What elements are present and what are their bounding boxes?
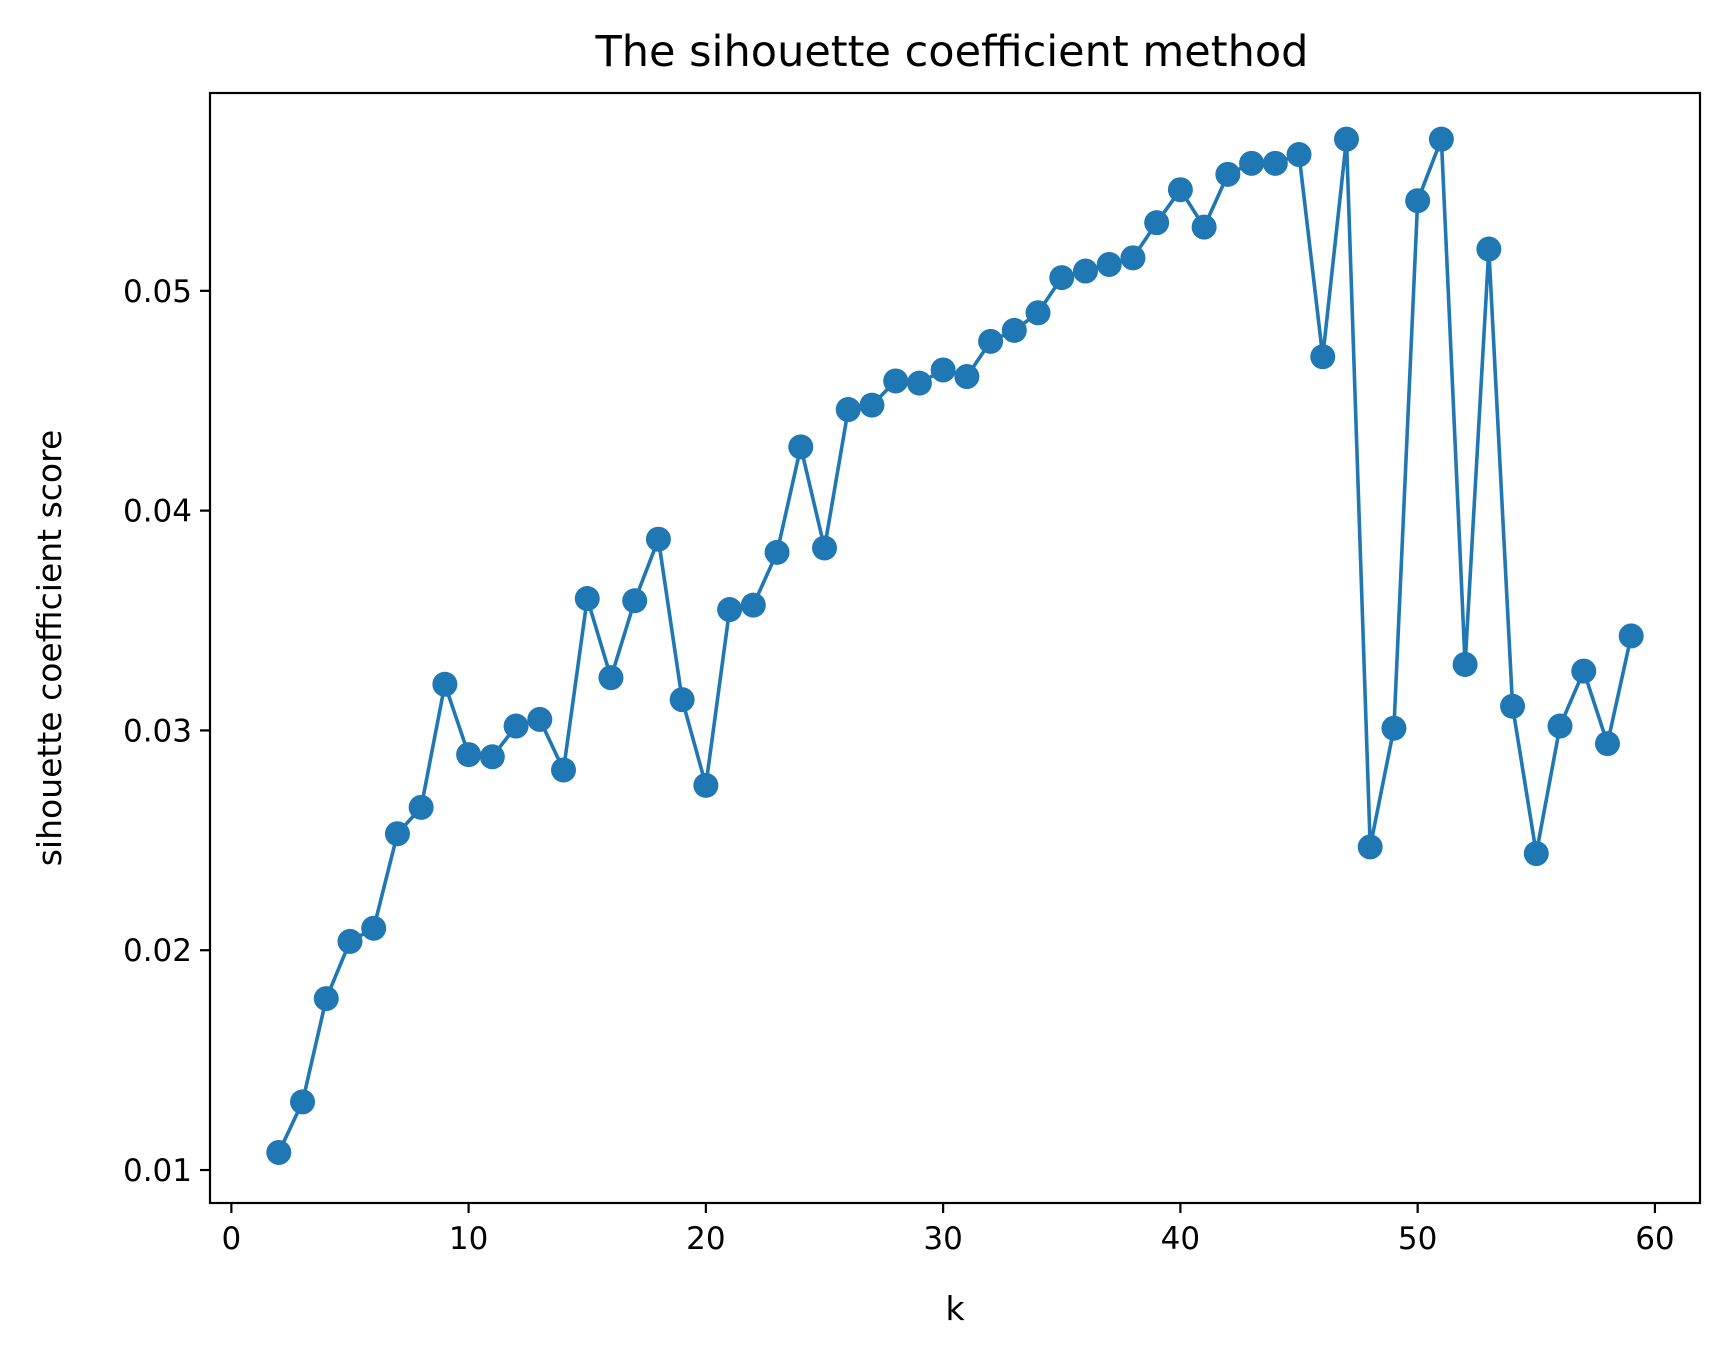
data-point bbox=[1594, 731, 1620, 757]
data-point bbox=[313, 986, 339, 1012]
data-point bbox=[1310, 344, 1336, 370]
x-axis-label: k bbox=[945, 1289, 965, 1328]
data-point bbox=[1428, 126, 1454, 152]
data-point bbox=[1096, 251, 1122, 277]
data-point bbox=[693, 772, 719, 798]
y-tick-label: 0.04 bbox=[123, 494, 192, 530]
data-point bbox=[906, 370, 932, 396]
y-tick-label: 0.01 bbox=[123, 1153, 192, 1189]
data-point bbox=[527, 706, 553, 732]
data-point bbox=[1025, 300, 1051, 326]
data-point bbox=[1452, 651, 1478, 677]
data-point bbox=[717, 597, 743, 623]
data-point bbox=[1049, 265, 1075, 291]
y-tick-label: 0.02 bbox=[123, 933, 192, 969]
data-point bbox=[1357, 834, 1383, 860]
data-point bbox=[1476, 236, 1502, 262]
data-point bbox=[812, 535, 838, 561]
data-point bbox=[1167, 177, 1193, 203]
data-point bbox=[645, 526, 671, 552]
x-tick-label: 40 bbox=[1161, 1221, 1200, 1257]
data-point bbox=[337, 928, 363, 954]
data-point bbox=[859, 392, 885, 418]
x-tick-label: 30 bbox=[923, 1221, 962, 1257]
y-axis-label: sihouette coefficient score bbox=[30, 430, 69, 867]
x-tick-label: 0 bbox=[221, 1221, 241, 1257]
data-point bbox=[1523, 841, 1549, 867]
data-point bbox=[1262, 150, 1288, 176]
data-point bbox=[1144, 210, 1170, 236]
data-point bbox=[1381, 715, 1407, 741]
y-axis: 0.01 0.02 0.03 0.04 0.05 bbox=[123, 274, 210, 1189]
data-point bbox=[788, 434, 814, 460]
data-point bbox=[290, 1089, 316, 1115]
data-point bbox=[1547, 713, 1573, 739]
y-tick-label: 0.05 bbox=[123, 274, 192, 310]
data-point bbox=[1286, 142, 1312, 168]
data-point bbox=[978, 328, 1004, 354]
chart-title: The sihouette coefficient method bbox=[595, 27, 1309, 77]
data-point bbox=[740, 592, 766, 618]
data-point bbox=[930, 357, 956, 383]
data-point bbox=[551, 757, 577, 783]
data-point bbox=[384, 821, 410, 847]
data-point bbox=[1500, 693, 1526, 719]
data-point bbox=[1120, 245, 1146, 271]
data-point bbox=[1571, 658, 1597, 684]
data-point bbox=[408, 794, 434, 820]
data-point bbox=[1191, 214, 1217, 240]
data-point bbox=[764, 539, 790, 565]
data-point bbox=[1072, 258, 1098, 284]
data-point bbox=[954, 364, 980, 390]
data-point bbox=[1239, 150, 1265, 176]
data-point bbox=[266, 1139, 292, 1165]
data-point bbox=[669, 687, 695, 713]
plot-area bbox=[266, 126, 1644, 1165]
data-point bbox=[361, 915, 387, 941]
data-point bbox=[479, 744, 505, 770]
data-point bbox=[835, 397, 861, 423]
x-tick-label: 20 bbox=[686, 1221, 725, 1257]
data-point bbox=[456, 742, 482, 768]
axes-frame bbox=[208, 91, 1702, 1205]
x-axis: 0 10 20 30 40 50 60 bbox=[221, 1203, 1675, 1257]
data-point bbox=[1215, 161, 1241, 187]
x-tick-label: 50 bbox=[1398, 1221, 1437, 1257]
data-point bbox=[1618, 623, 1644, 649]
x-tick-label: 60 bbox=[1635, 1221, 1674, 1257]
y-tick-label: 0.03 bbox=[123, 713, 192, 749]
data-point bbox=[598, 665, 624, 691]
x-tick-label: 10 bbox=[449, 1221, 488, 1257]
data-point bbox=[1333, 126, 1359, 152]
data-point bbox=[432, 671, 458, 697]
data-point bbox=[1405, 188, 1431, 214]
data-point bbox=[574, 586, 600, 612]
data-point bbox=[622, 588, 648, 614]
data-point bbox=[1001, 317, 1027, 343]
data-point bbox=[883, 368, 909, 394]
data-point bbox=[503, 713, 529, 739]
